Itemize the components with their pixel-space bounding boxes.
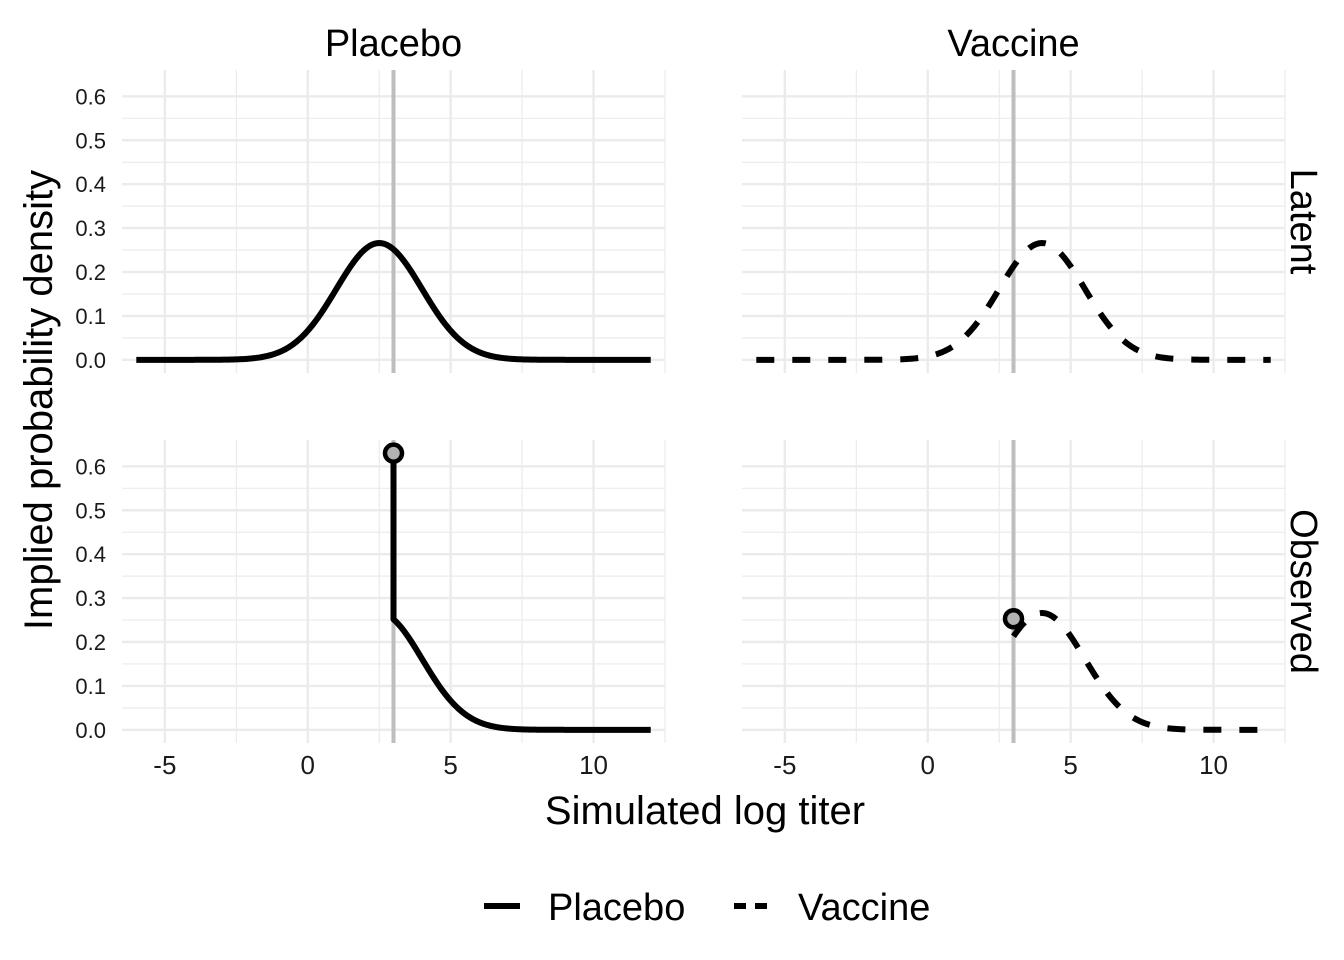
x-tick-label: 5: [1063, 750, 1077, 780]
x-tick-label: 0: [301, 750, 315, 780]
legend: Placebo Vaccine: [484, 887, 930, 929]
x-axis-title: Simulated log titer: [545, 789, 865, 833]
panel-observed-vaccine: -5 0 5 10: [742, 440, 1286, 780]
row-strip-label: Latent: [1282, 169, 1324, 275]
density-curve: [755, 240, 1272, 363]
y-tick-label: 0.5: [75, 498, 106, 523]
series-placebo-observed: [382, 442, 653, 733]
x-tick-label: -5: [773, 750, 796, 780]
point-mass-marker: [1002, 607, 1025, 630]
y-tick-label: 0.3: [75, 586, 106, 611]
y-tick-label: 0.1: [75, 304, 106, 329]
series-placebo-latent: [135, 240, 652, 363]
y-tick-label: 0.2: [75, 260, 106, 285]
y-tick-label: 0.1: [75, 674, 106, 699]
row-strip-label: Observed: [1282, 509, 1324, 674]
y-tick-label: 0.4: [75, 542, 106, 567]
y-tick-label: 0.3: [75, 216, 106, 241]
column-strip-label: Vaccine: [947, 23, 1079, 65]
density-curve: [1011, 610, 1273, 733]
legend-label-vaccine: Vaccine: [798, 887, 930, 929]
column-strip-label: Placebo: [325, 23, 462, 65]
facet-panels: 0.00.10.20.30.40.50.60.00.10.20.30.40.50…: [75, 70, 1286, 780]
x-tick-label: 10: [579, 750, 608, 780]
y-tick-label: 0.0: [75, 348, 106, 373]
series-vaccine-latent: [755, 240, 1272, 363]
y-tick-label: 0.5: [75, 128, 106, 153]
y-tick-label: 0.2: [75, 630, 106, 655]
y-tick-label: 0.4: [75, 172, 106, 197]
y-tick-label: 0.0: [75, 718, 106, 743]
panel-latent-vaccine: [742, 70, 1286, 373]
density-curve: [390, 453, 653, 733]
x-tick-label: 5: [443, 750, 457, 780]
y-tick-label: 0.6: [75, 84, 106, 109]
panel-latent-placebo: 0.0 0.1 0.2 0.3 0.4 0.5 0.6: [75, 70, 666, 373]
x-tick-label: -5: [153, 750, 176, 780]
legend-label-placebo: Placebo: [548, 887, 685, 929]
y-tick-label: 0.6: [75, 454, 106, 479]
point-mass-marker: [382, 442, 405, 464]
x-tick-label: 0: [921, 750, 935, 780]
series-vaccine-observed: [1002, 607, 1273, 733]
facet-strips: Placebo Vaccine Latent Observed: [325, 23, 1324, 674]
density-curve: [135, 240, 652, 363]
y-axis-title: Implied probability density: [17, 170, 61, 630]
x-tick-label: 10: [1199, 750, 1228, 780]
